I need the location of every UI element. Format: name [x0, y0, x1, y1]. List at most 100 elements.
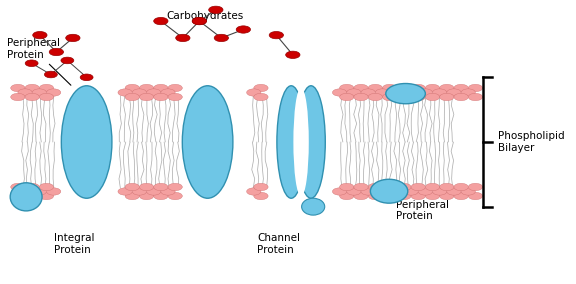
- Circle shape: [340, 192, 354, 200]
- Ellipse shape: [293, 87, 309, 197]
- Ellipse shape: [370, 179, 408, 203]
- Circle shape: [447, 89, 461, 96]
- Circle shape: [32, 89, 47, 96]
- Circle shape: [25, 84, 39, 92]
- Circle shape: [33, 32, 47, 39]
- Ellipse shape: [277, 86, 305, 198]
- Circle shape: [80, 74, 93, 81]
- Circle shape: [447, 188, 461, 195]
- Circle shape: [347, 89, 361, 96]
- Circle shape: [247, 89, 261, 96]
- Circle shape: [340, 183, 354, 191]
- Circle shape: [439, 84, 454, 92]
- Circle shape: [154, 17, 168, 25]
- Circle shape: [397, 84, 411, 92]
- Circle shape: [11, 192, 25, 200]
- Circle shape: [154, 84, 168, 92]
- Circle shape: [161, 89, 175, 96]
- Circle shape: [368, 192, 382, 200]
- Circle shape: [425, 84, 439, 92]
- Circle shape: [368, 183, 382, 191]
- Circle shape: [47, 188, 61, 195]
- Circle shape: [461, 188, 475, 195]
- Circle shape: [39, 192, 54, 200]
- Circle shape: [425, 183, 439, 191]
- Circle shape: [354, 84, 368, 92]
- Circle shape: [347, 188, 361, 195]
- Circle shape: [332, 89, 347, 96]
- Circle shape: [11, 84, 25, 92]
- Circle shape: [118, 188, 132, 195]
- Circle shape: [139, 183, 154, 191]
- Circle shape: [49, 48, 63, 56]
- Circle shape: [125, 192, 139, 200]
- Circle shape: [354, 93, 368, 101]
- Circle shape: [382, 192, 397, 200]
- Circle shape: [418, 188, 433, 195]
- Circle shape: [39, 93, 54, 101]
- Circle shape: [254, 84, 268, 92]
- Circle shape: [61, 57, 74, 64]
- Circle shape: [254, 93, 268, 101]
- Circle shape: [376, 89, 389, 96]
- Circle shape: [439, 93, 454, 101]
- Circle shape: [132, 89, 146, 96]
- Circle shape: [397, 183, 411, 191]
- Circle shape: [154, 192, 168, 200]
- Circle shape: [361, 89, 376, 96]
- Circle shape: [125, 183, 139, 191]
- Circle shape: [269, 32, 283, 39]
- Circle shape: [411, 183, 425, 191]
- Circle shape: [39, 84, 54, 92]
- Circle shape: [139, 93, 154, 101]
- Ellipse shape: [61, 86, 112, 198]
- Circle shape: [439, 192, 454, 200]
- Text: Peripheral
Protein: Peripheral Protein: [396, 200, 449, 221]
- Circle shape: [368, 93, 382, 101]
- Circle shape: [192, 17, 207, 25]
- Circle shape: [354, 183, 368, 191]
- Circle shape: [132, 188, 146, 195]
- Circle shape: [146, 188, 161, 195]
- Circle shape: [454, 93, 468, 101]
- Circle shape: [404, 89, 418, 96]
- Circle shape: [389, 188, 404, 195]
- Circle shape: [154, 183, 168, 191]
- Circle shape: [361, 188, 376, 195]
- Circle shape: [382, 183, 397, 191]
- Circle shape: [154, 93, 168, 101]
- Circle shape: [368, 84, 382, 92]
- Ellipse shape: [297, 86, 325, 198]
- Circle shape: [454, 183, 468, 191]
- Circle shape: [125, 93, 139, 101]
- Circle shape: [214, 34, 229, 41]
- Circle shape: [32, 188, 47, 195]
- Circle shape: [397, 192, 411, 200]
- Circle shape: [146, 89, 161, 96]
- Circle shape: [25, 93, 39, 101]
- Text: Peripheral
Protein: Peripheral Protein: [7, 38, 71, 85]
- Circle shape: [433, 89, 447, 96]
- Circle shape: [468, 192, 483, 200]
- Circle shape: [433, 188, 447, 195]
- Circle shape: [25, 60, 38, 66]
- Circle shape: [389, 89, 404, 96]
- Circle shape: [236, 26, 251, 33]
- Circle shape: [461, 89, 475, 96]
- Circle shape: [44, 71, 58, 78]
- Circle shape: [25, 183, 39, 191]
- Circle shape: [425, 93, 439, 101]
- Circle shape: [439, 183, 454, 191]
- Circle shape: [468, 84, 483, 92]
- Circle shape: [454, 192, 468, 200]
- Circle shape: [25, 192, 39, 200]
- Text: Integral
Protein: Integral Protein: [54, 233, 94, 255]
- Circle shape: [454, 84, 468, 92]
- Circle shape: [418, 89, 433, 96]
- Circle shape: [411, 192, 425, 200]
- Circle shape: [125, 84, 139, 92]
- Circle shape: [11, 93, 25, 101]
- Circle shape: [254, 192, 268, 200]
- Circle shape: [176, 34, 190, 41]
- Circle shape: [286, 51, 300, 59]
